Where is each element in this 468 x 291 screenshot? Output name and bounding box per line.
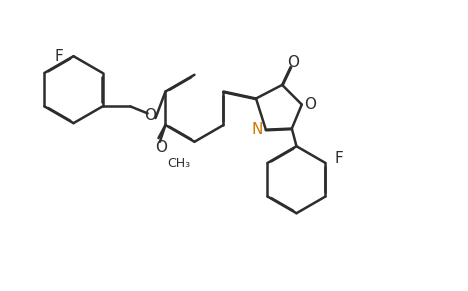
Text: O: O (287, 55, 299, 70)
Text: CH₃: CH₃ (167, 157, 190, 170)
Text: O: O (144, 108, 156, 123)
Text: O: O (304, 97, 316, 112)
Text: F: F (335, 151, 344, 166)
Text: F: F (54, 49, 63, 64)
Text: N: N (252, 122, 263, 137)
Text: O: O (155, 140, 167, 155)
